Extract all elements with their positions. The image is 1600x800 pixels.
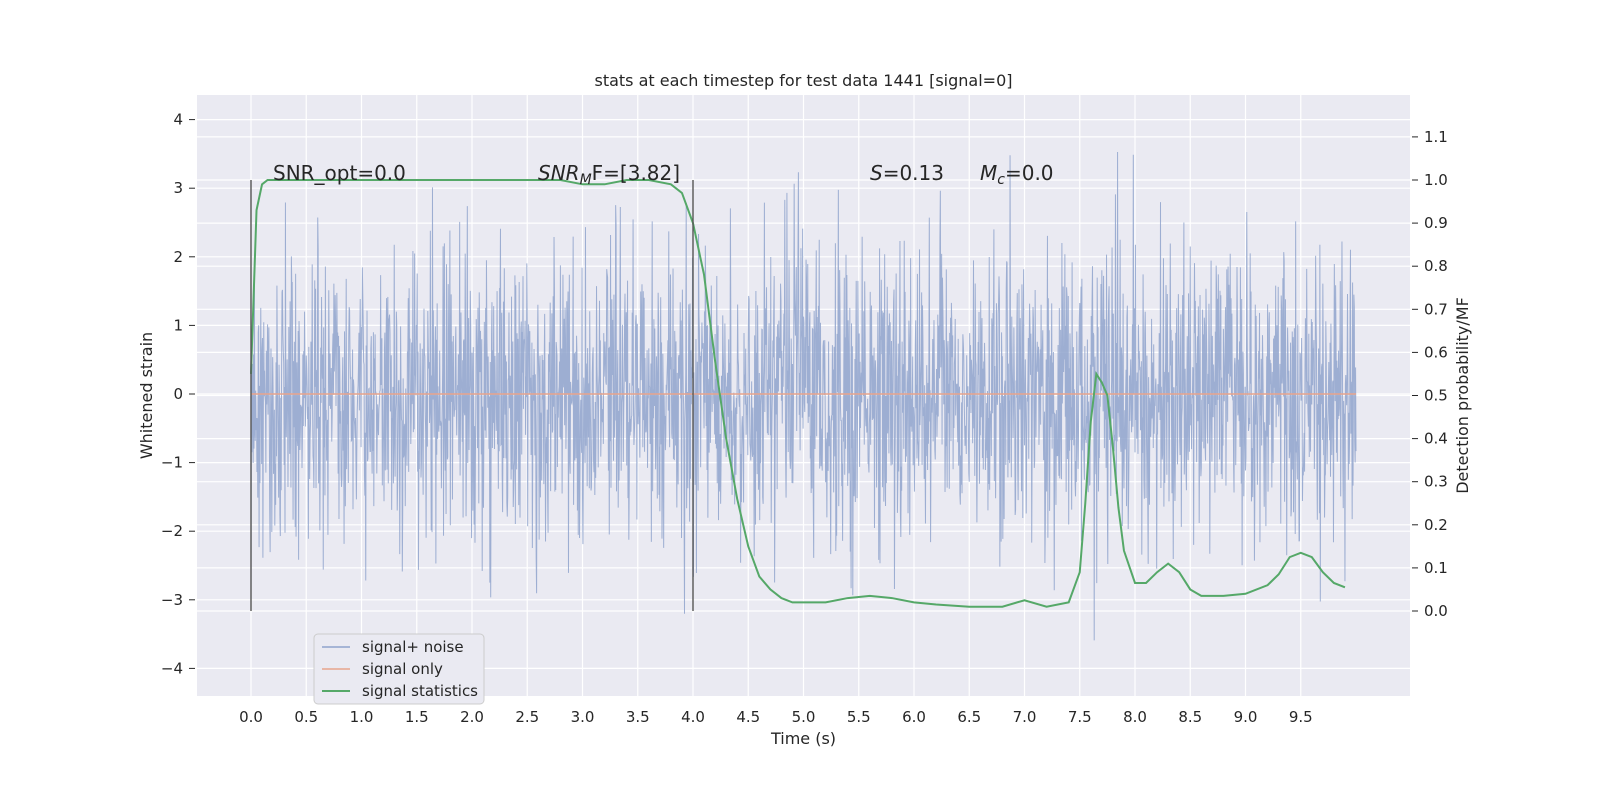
ticks: 0.0 0.5 1.0 1.5 2.0 2.5 3.0 3.5 4.0 4.5 5.0 5.5 6.0 6… [161, 111, 1448, 726]
y-right-tick-label: 0.2 [1424, 516, 1448, 534]
annotation-mc-base: M [980, 161, 997, 185]
series-line-signal-statistics [250, 179, 1346, 608]
x-tick-label: 8.5 [1178, 708, 1202, 726]
y-right-tick-label: 1.1 [1424, 128, 1448, 146]
y-right-tick-label: 0.5 [1424, 387, 1448, 405]
annotation-s-tail: =0.13 [883, 161, 944, 185]
y-tick-label: 4 [173, 111, 183, 129]
y-right-tick-label: 0.0 [1424, 602, 1448, 620]
x-tick-label: 8.0 [1123, 708, 1147, 726]
legend-label-signal-only: signal only [362, 660, 443, 678]
y-right-tick-label: 0.3 [1424, 473, 1448, 491]
annotation-snr-opt: SNR_opt=0.0 [273, 161, 406, 185]
y-right-tick-label: 0.7 [1424, 300, 1448, 318]
annotation-snr-mf-sub: M [580, 172, 592, 188]
x-tick-label: 5.5 [847, 708, 871, 726]
annotations: SNR_opt=0.0 SNRMF=[3.82] S=0.13 Mc=0.0 [273, 161, 1054, 188]
y-right-tick-label: 0.1 [1424, 559, 1448, 577]
x-tick-label: 3.0 [571, 708, 595, 726]
legend: signal+ noise signal only signal statist… [313, 633, 485, 705]
y-right-tick-label: 0.9 [1424, 214, 1448, 232]
series-signal-noise [250, 151, 1357, 641]
y-tick-label: 3 [173, 179, 183, 197]
y-axis-right-label: Detection probability/MF [1453, 297, 1472, 494]
annotation-snr-mf: SNRMF=[3.82] [538, 161, 680, 188]
y-right-tick-label: 0.6 [1424, 343, 1448, 361]
annotation-mc-tail: =0.0 [1005, 161, 1054, 185]
annotation-snr-mf-base: SNR [538, 161, 580, 185]
x-tick-label: 6.0 [902, 708, 926, 726]
y-tick-label: 0 [173, 385, 183, 403]
x-tick-label: 4.0 [681, 708, 705, 726]
y-axis-label: Whitened strain [137, 332, 156, 459]
x-tick-label: 9.0 [1234, 708, 1258, 726]
y-tick-label: −2 [161, 522, 183, 540]
y-tick-label: −4 [161, 659, 183, 677]
x-tick-label: 7.5 [1068, 708, 1092, 726]
marker-lines [250, 180, 694, 611]
y-tick-label: 2 [173, 248, 183, 266]
legend-box [313, 633, 485, 705]
legend-label-signal-noise: signal+ noise [362, 638, 464, 656]
x-tick-label: 5.0 [792, 708, 816, 726]
x-tick-label: 1.0 [350, 708, 374, 726]
x-axis-label: Time (s) [770, 729, 836, 748]
x-tick-label: 3.5 [626, 708, 650, 726]
y-right-tick-label: 1.0 [1424, 171, 1448, 189]
annotation-s: S=0.13 [870, 161, 944, 185]
y-tick-label: −3 [161, 591, 183, 609]
x-tick-label: 6.5 [957, 708, 981, 726]
annotation-snr-mf-tail: F=[3.82] [592, 161, 680, 185]
y-tick-label: −1 [161, 454, 183, 472]
annotation-mc-sub: c [997, 172, 1005, 188]
x-tick-label: 7.0 [1013, 708, 1037, 726]
annotation-s-base: S [870, 161, 883, 185]
annotation-mc: Mc=0.0 [980, 161, 1054, 188]
x-tick-label: 1.5 [405, 708, 429, 726]
chart-title: stats at each timestep for test data 144… [594, 71, 1012, 90]
series-layer [250, 179, 1356, 608]
y-tick-label: 1 [173, 316, 183, 334]
x-tick-label: 0.5 [294, 708, 318, 726]
x-tick-label: 2.0 [460, 708, 484, 726]
y-right-tick-label: 0.4 [1424, 430, 1448, 448]
x-tick-label: 9.5 [1289, 708, 1313, 726]
y-right-tick-label: 0.8 [1424, 257, 1448, 275]
x-tick-label: 4.5 [736, 708, 760, 726]
legend-label-signal-statistics: signal statistics [362, 682, 478, 700]
x-tick-label: 2.5 [515, 708, 539, 726]
series-line-signal-noise [250, 151, 1357, 641]
x-tick-label: 0.0 [239, 708, 263, 726]
